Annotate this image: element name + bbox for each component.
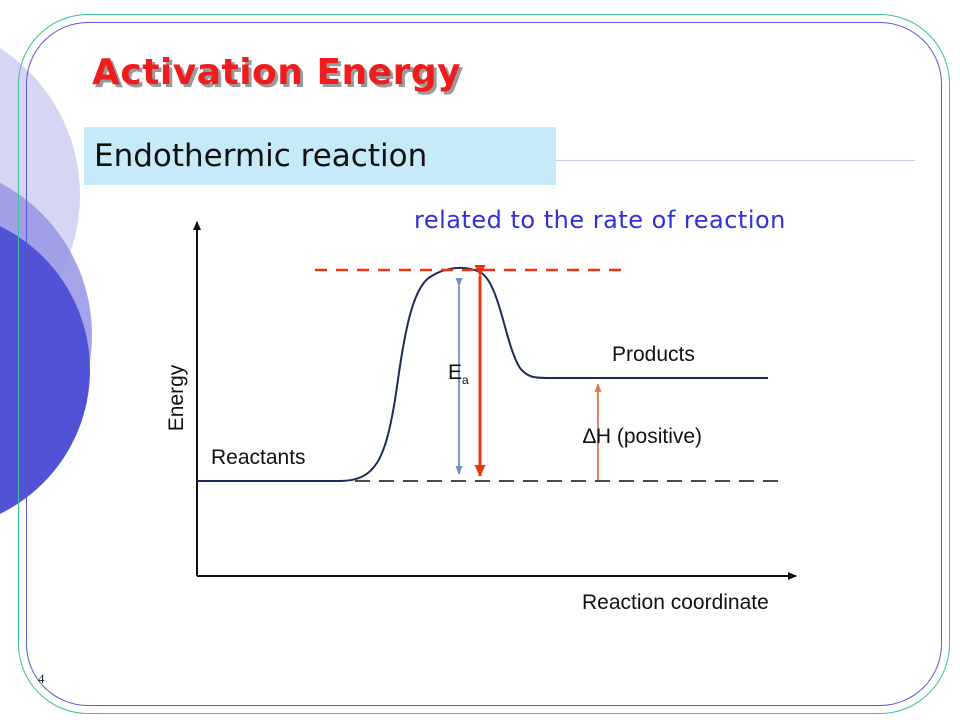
page-number: 4 <box>38 671 45 686</box>
rate-note: related to the rate of reaction <box>414 206 786 234</box>
slide-frame-inner <box>26 22 942 706</box>
y-axis-label: Energy <box>165 364 188 431</box>
ea-label-main: E <box>448 361 462 384</box>
reactants-label: Reactants <box>211 446 306 469</box>
ea-label-subscript: a <box>462 373 469 387</box>
slide-frame-outer <box>18 14 950 714</box>
subtitle-box: Endothermic reaction <box>84 127 556 185</box>
ea-label: Ea <box>448 361 469 387</box>
delta-h-label: ∆H (positive) <box>583 425 702 448</box>
products-label: Products <box>612 343 695 366</box>
decor-circle-dark <box>0 226 90 514</box>
subtitle-rule <box>555 160 915 161</box>
x-axis-label: Reaction coordinate <box>582 591 769 614</box>
slide-title: Activation Energy <box>92 52 462 93</box>
